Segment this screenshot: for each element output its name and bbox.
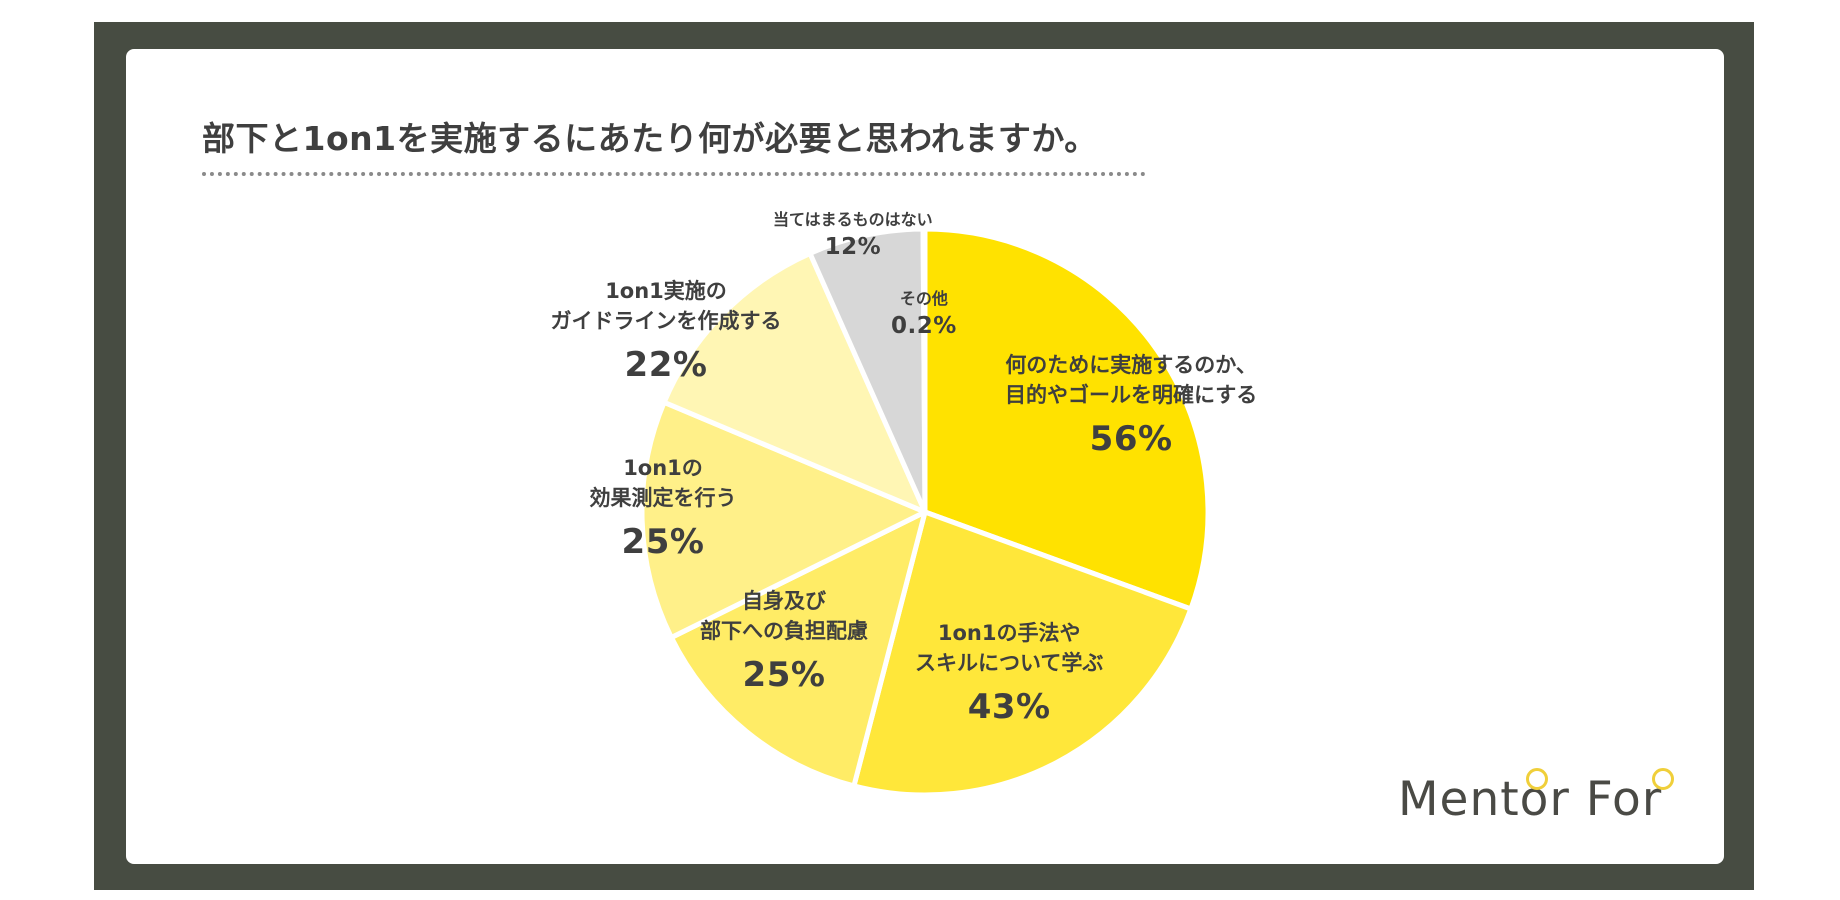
mentor-for-logo: Mentor For [1398,768,1674,827]
pie-label-text: 部下への負担配慮 [700,619,868,644]
pie-slice-7 [920,226,928,515]
pie-value-label: 12% [824,234,882,261]
pie-label-text: 1on1の手法や [937,621,1081,645]
pie-label-text: 自身及び [742,589,826,613]
pie-value-label: 25% [742,654,826,695]
pie-label-text: ガイドラインを作成する [550,309,782,334]
pie-label-text: その他 [899,289,948,308]
pie-label-7: その他 0.2% [891,287,957,344]
pie-label-4: 1on1の効果測定を行う 25% [590,453,737,567]
pie-value-label: 43% [967,686,1051,727]
pie-label-text: 1on1の [623,456,703,480]
logo-ring-1 [1526,768,1548,790]
pie-label-text: 当てはまるものはない [773,210,933,229]
pie-slice-5 [661,250,928,515]
pie-label-1: 何のために実施するのか、 目的やゴールを明確にする 56% [1005,350,1257,464]
pie-slice-3 [668,509,928,789]
pie-value-label: 0.2% [891,313,957,340]
pie-label-6: 当てはまるものはない 12% [773,208,933,265]
logo-ring-2 [1652,768,1674,790]
pie-label-text: 効果測定を行う [589,486,737,511]
pie-value-label: 22% [624,344,708,385]
pie-slice-4 [639,399,928,641]
pie-label-3: 自身及び部下への負担配慮 25% [700,586,868,700]
pie-slice-2 [851,509,1194,798]
pie-label-5: 1on1実施のガイドラインを作成する 22% [551,276,782,390]
pie-label-text: 目的やゴールを明確にする [1005,383,1258,408]
chart-title: 部下と1on1を実施するにあたり何が必要と思われますか。 [202,119,1098,158]
pie-value-label: 56% [1089,418,1173,459]
pie-value-label: 25% [621,521,705,562]
pie-label-text: 何のために実施するのか、 [1005,353,1257,377]
pie-label-text: 1on1実施の [605,279,727,303]
title-divider [202,172,1146,176]
pie-label-2: 1on1の手法や スキルについて学ぶ 43% [915,618,1103,732]
pie-label-text: スキルについて学ぶ [915,651,1104,676]
pie-slice-1 [922,226,1211,612]
